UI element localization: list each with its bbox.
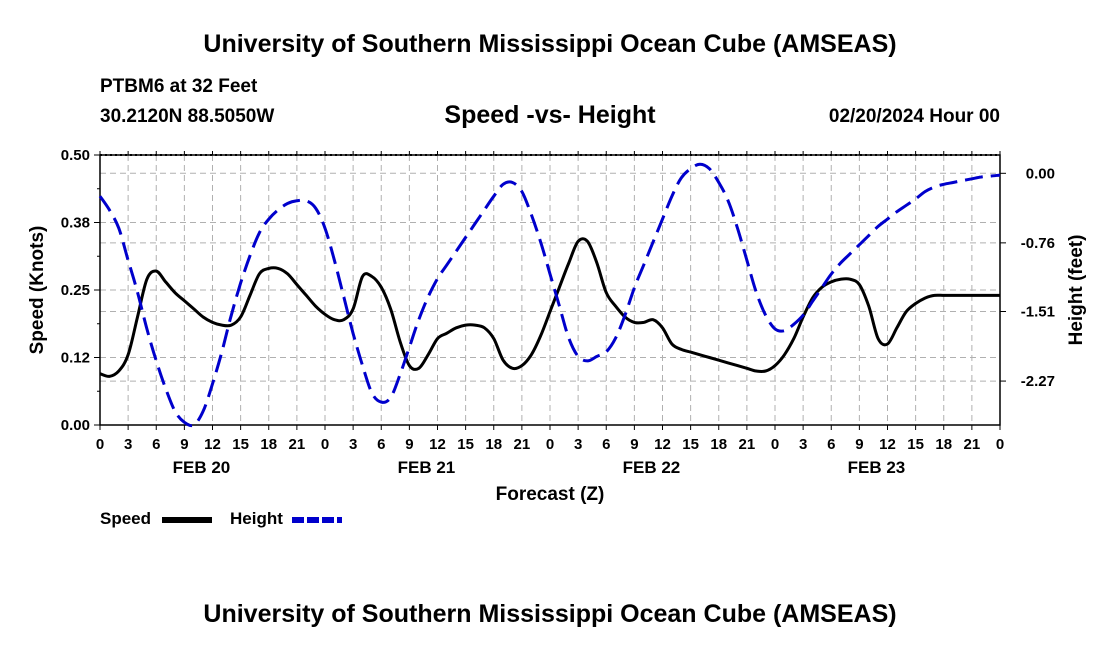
y-axis-title: Speed (Knots) — [27, 226, 48, 355]
series — [98, 162, 1001, 428]
x-tick-label: 18 — [485, 436, 502, 453]
date-label: FEB 22 — [623, 458, 681, 477]
x-tick-label: 21 — [289, 436, 306, 453]
x-tick-label: 21 — [514, 436, 531, 453]
x-tick-label: 15 — [232, 436, 249, 453]
y-tick-label: 0.00 — [61, 417, 90, 434]
x-tick-label: 18 — [260, 436, 277, 453]
y-tick-label: 0.50 — [61, 147, 90, 164]
grid — [100, 155, 1000, 425]
x-tick-label: 15 — [907, 436, 924, 453]
x-tick-label: 9 — [630, 436, 638, 453]
x-tick-label: 3 — [349, 436, 357, 453]
footer-title: University of Southern Mississippi Ocean… — [203, 600, 897, 628]
x-tick-label: 9 — [855, 436, 863, 453]
x-tick-label: 15 — [457, 436, 474, 453]
x-tick-label: 3 — [124, 436, 132, 453]
x-tick-label: 3 — [574, 436, 582, 453]
date-label: FEB 20 — [173, 458, 231, 477]
y2-tick-label: 0.00 — [1026, 165, 1055, 182]
x-tick-label: 0 — [321, 436, 329, 453]
x-tick-label: 18 — [710, 436, 727, 453]
x-axis-title: Forecast (Z) — [496, 484, 605, 505]
series-line-speed — [99, 237, 1000, 378]
legend-speed-label: Speed — [100, 509, 152, 528]
x-tick-label: 6 — [377, 436, 385, 453]
x-tick-label: 6 — [827, 436, 835, 453]
date-label: FEB 21 — [398, 458, 456, 477]
y2-tick-label: -1.51 — [1021, 304, 1055, 321]
x-tick-label: 12 — [879, 436, 896, 453]
x-tick-label: 0 — [96, 436, 104, 453]
x-tick-label: 21 — [739, 436, 756, 453]
x-tick-label: 15 — [682, 436, 699, 453]
y2-tick-label: -0.76 — [1021, 235, 1055, 252]
station-label: PTBM6 at 32 Feet — [100, 76, 258, 97]
main-title: University of Southern Mississippi Ocean… — [203, 30, 897, 58]
x-tick-label: 12 — [204, 436, 221, 453]
forecast-datetime: 02/20/2024 Hour 00 — [828, 106, 1000, 127]
legend-height-label: Height — [230, 509, 283, 528]
x-tick-label: 12 — [654, 436, 671, 453]
y2-axis-title: Height (feet) — [1066, 235, 1087, 346]
x-tick-label: 0 — [546, 436, 554, 453]
coordinates-label: 30.2120N 88.5050W — [100, 106, 275, 127]
x-tick-label: 9 — [405, 436, 413, 453]
y-tick-label: 0.12 — [61, 350, 90, 367]
y2-tick-label: -2.27 — [1021, 373, 1055, 390]
x-tick-label: 12 — [429, 436, 446, 453]
x-tick-label: 18 — [935, 436, 952, 453]
x-tick-label: 0 — [771, 436, 779, 453]
series-line-height — [98, 162, 1001, 428]
x-tick-label: 6 — [602, 436, 610, 453]
axes: 0 3 6 9 12 15 18 21 0 3 6 9 12 15 18 21 0 3 6 9 12 15 18 21 0 3 6 9… — [27, 147, 1087, 505]
date-label: FEB 23 — [848, 458, 906, 477]
x-tick-label: 9 — [180, 436, 188, 453]
x-tick-label: 0 — [996, 436, 1004, 453]
x-tick-label: 6 — [152, 436, 160, 453]
chart-title: Speed -vs- Height — [444, 101, 656, 129]
y-tick-label: 0.25 — [61, 282, 90, 299]
x-tick-label: 21 — [964, 436, 981, 453]
x-tick-label: 3 — [799, 436, 807, 453]
y-tick-label: 0.38 — [61, 215, 90, 232]
